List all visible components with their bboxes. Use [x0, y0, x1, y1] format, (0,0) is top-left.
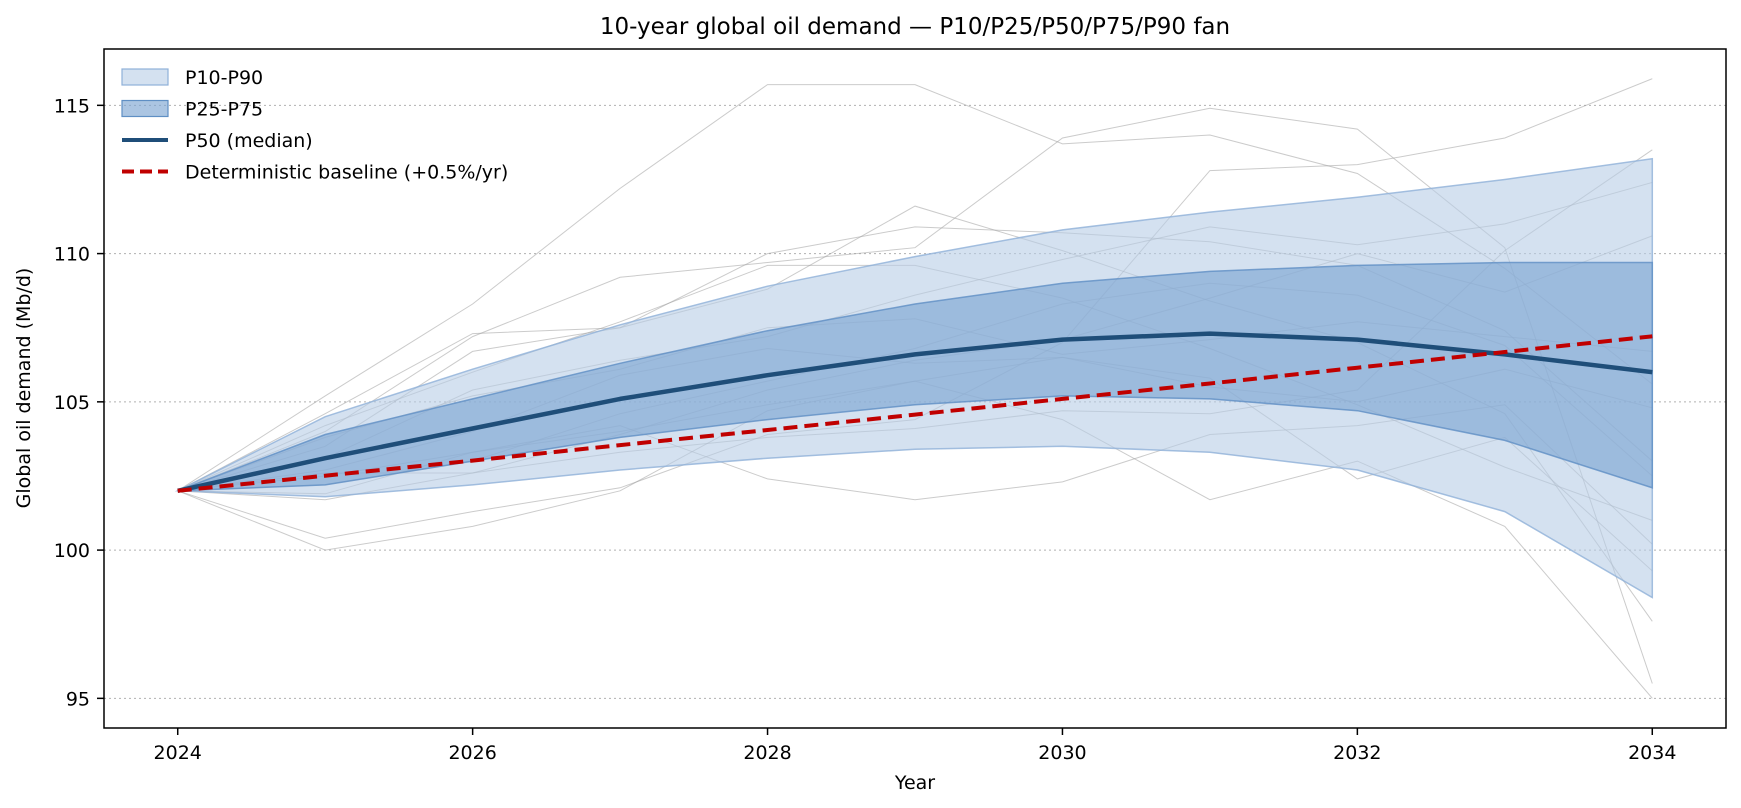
legend-median-label: P50 (median)	[185, 130, 313, 152]
x-tick-label: 2032	[1333, 742, 1381, 764]
chart-title: 10-year global oil demand — P10/P25/P50/…	[600, 14, 1230, 40]
axis-ticks: 2024 2026 2028 2030 2032 2034 95 100 105 110 115	[54, 95, 1677, 764]
sample-path-line	[177, 107, 1653, 684]
plot-frame	[103, 48, 1727, 729]
y-tick-label: 110	[54, 244, 90, 266]
x-tick-label: 2024	[154, 742, 202, 764]
legend-p10-p90-label: P10-P90	[185, 67, 263, 89]
y-tick-label: 115	[54, 95, 90, 117]
x-axis-label: Year	[894, 772, 935, 794]
legend-p25-p75-label: P25-P75	[185, 99, 263, 121]
x-tick-label: 2026	[448, 742, 496, 764]
x-tick-label: 2028	[743, 742, 791, 764]
legend-p10-p90-swatch	[121, 68, 169, 86]
x-tick-label: 2030	[1038, 742, 1086, 764]
baseline-line	[177, 334, 1653, 493]
legend-baseline-label: Deterministic baseline (+0.5%/yr)	[185, 162, 508, 184]
y-tick-label: 105	[54, 392, 90, 414]
y-tick-label: 95	[66, 688, 90, 710]
summary-lines	[177, 331, 1653, 493]
legend-p25-p75-swatch	[121, 99, 169, 118]
y-tick-label: 100	[54, 540, 90, 562]
median-line	[177, 331, 1653, 493]
legend: P10-P90 P25-P75 P50 (median) Deterministic …	[121, 67, 508, 184]
percentile-bands	[174, 157, 1654, 599]
y-axis-label: Global oil demand (Mb/d)	[13, 268, 35, 509]
x-tick-label: 2034	[1628, 742, 1676, 764]
band-p25-p75	[177, 261, 1654, 492]
